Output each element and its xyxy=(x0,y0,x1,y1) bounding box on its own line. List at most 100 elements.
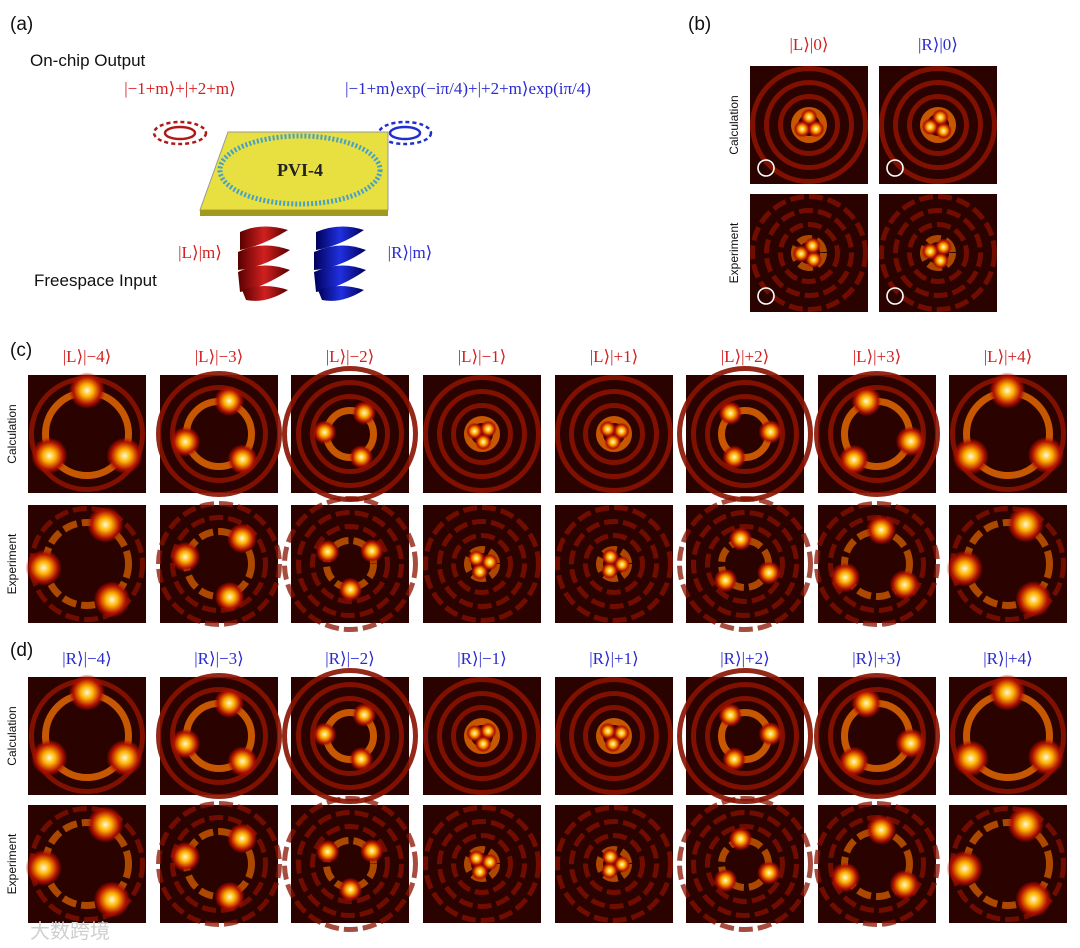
intensity-lobe xyxy=(214,386,245,417)
polarization-marker xyxy=(886,159,904,177)
intensity-map xyxy=(555,805,673,923)
fringe-ring xyxy=(156,673,282,799)
intensity-map xyxy=(677,366,813,502)
fringe-ring xyxy=(677,496,813,632)
fringe-ring xyxy=(296,510,404,618)
intensity-lobe xyxy=(1015,880,1052,918)
column-header: |R⟩|−4⟩ xyxy=(62,649,112,668)
column-header: |L⟩|−2⟩ xyxy=(326,347,375,366)
fringe-ring xyxy=(705,524,785,604)
intensity-lobe xyxy=(713,868,738,893)
intensity-lobe xyxy=(312,722,337,747)
fringe-ring xyxy=(893,208,983,298)
fringe-ring xyxy=(437,519,527,609)
intensity-lobe xyxy=(227,823,258,854)
column-header: |L⟩|−1⟩ xyxy=(458,347,507,366)
intensity-lobe xyxy=(214,881,245,912)
watermark: 大数跨境 xyxy=(30,920,110,943)
fringe-ring xyxy=(42,819,132,909)
row-label: Experiment xyxy=(727,222,741,283)
fringe-ring xyxy=(437,691,527,781)
input-title: Freespace Input xyxy=(34,271,157,290)
intensity-lobe xyxy=(830,862,861,893)
intensity-lobe xyxy=(479,722,497,740)
intensity-map xyxy=(555,677,673,795)
intensity-lobe xyxy=(601,548,619,566)
row-label: Calculation xyxy=(5,706,19,765)
red-ring-icon xyxy=(152,120,208,146)
intensity-lobe xyxy=(227,523,258,554)
fringe-ring xyxy=(907,94,969,156)
intensity-lobe xyxy=(895,728,926,759)
fringe-ring xyxy=(691,510,799,618)
fringe-ring xyxy=(750,194,868,312)
intensity-map xyxy=(25,505,146,623)
fringe-ring xyxy=(170,687,268,785)
intensity-lobe xyxy=(601,862,619,880)
intensity-lobe xyxy=(921,118,939,136)
intensity-lobe xyxy=(471,563,489,581)
map-background xyxy=(291,505,409,623)
intensity-lobe xyxy=(757,560,781,585)
fringe-ring xyxy=(310,824,390,904)
column-header: |R⟩|+2⟩ xyxy=(720,649,770,668)
intensity-lobe xyxy=(352,401,377,425)
intensity-map xyxy=(555,375,673,493)
intensity-map xyxy=(677,496,813,632)
intensity-map xyxy=(282,496,418,632)
intensity-lobe xyxy=(921,242,939,260)
intensity-lobe xyxy=(170,541,201,572)
intensity-lobe xyxy=(465,724,484,742)
column-header: |R⟩|−2⟩ xyxy=(325,649,375,668)
fringe-ring xyxy=(296,682,404,790)
fringe-ring xyxy=(879,194,997,312)
fringe-ring xyxy=(569,691,659,781)
fringe-ring xyxy=(310,524,390,604)
intensity-lobe xyxy=(87,806,124,843)
intensity-map xyxy=(156,501,282,627)
fringe-ring xyxy=(677,668,813,804)
intensity-lobe xyxy=(599,420,617,438)
intensity-map xyxy=(25,805,146,923)
fringe-ring xyxy=(156,501,282,627)
intensity-lobe xyxy=(718,401,743,425)
intensity-lobe xyxy=(170,841,201,872)
intensity-lobe xyxy=(312,420,337,445)
intensity-map xyxy=(949,372,1067,493)
intensity-map xyxy=(156,371,282,497)
intensity-lobe xyxy=(68,674,106,711)
intensity-lobe xyxy=(338,877,363,902)
intensity-lobe xyxy=(465,422,484,440)
fringe-ring xyxy=(323,537,377,591)
fringe-ring xyxy=(423,805,541,923)
intensity-lobe xyxy=(989,674,1026,711)
intensity-lobe xyxy=(1027,738,1065,776)
map-background xyxy=(686,505,804,623)
intensity-lobe xyxy=(93,581,131,618)
fringe-ring xyxy=(814,501,940,627)
intensity-map xyxy=(282,796,418,932)
intensity-lobe xyxy=(106,739,143,776)
intensity-map xyxy=(677,668,813,804)
panel-label: (b) xyxy=(688,14,711,35)
fringe-ring xyxy=(705,394,785,474)
column-header: |L⟩|+3⟩ xyxy=(853,347,902,366)
intensity-map xyxy=(555,505,673,623)
fringe-ring xyxy=(451,833,513,895)
fringe-ring xyxy=(423,677,541,795)
intensity-lobe xyxy=(170,426,201,457)
intensity-map xyxy=(28,372,146,493)
fringe-ring xyxy=(296,380,404,488)
column-header: |L⟩|−3⟩ xyxy=(195,347,244,366)
intensity-lobe xyxy=(214,581,245,612)
fringe-ring xyxy=(555,375,673,493)
fringe-ring xyxy=(569,389,659,479)
intensity-map xyxy=(423,375,541,493)
intensity-lobe xyxy=(728,527,753,551)
intensity-lobe xyxy=(349,445,373,469)
map-background xyxy=(291,375,409,493)
fringe-ring xyxy=(555,505,673,623)
intensity-map xyxy=(814,673,940,799)
intensity-map xyxy=(156,673,282,799)
